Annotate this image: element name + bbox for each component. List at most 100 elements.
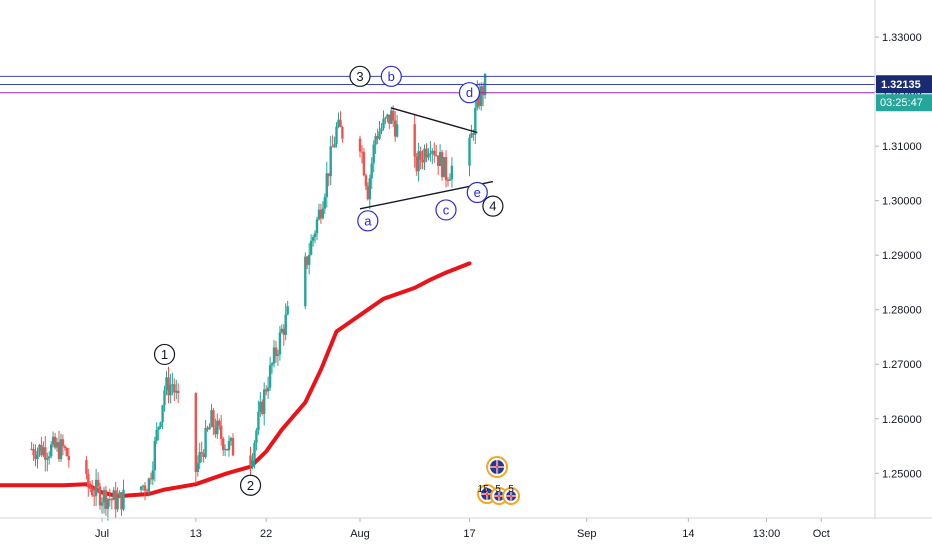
candle-body [38,444,41,451]
candle-body [55,442,59,448]
candle-body [440,152,444,178]
candle-body [427,154,430,158]
trendline [391,107,478,134]
candle-body [429,152,432,155]
candle-body [165,377,168,391]
price-label: 1.32135 [881,79,921,91]
candle-body [286,306,289,315]
candle-body [96,479,100,487]
candle-body [388,114,391,124]
wave-label-text: b [388,69,395,84]
x-tick-label: Sep [577,528,597,540]
candle-body [44,447,47,460]
candle-body [266,387,270,392]
candle-body [200,452,203,454]
candle-body [319,209,323,219]
candle-body [358,138,362,152]
wave-label-circle [349,65,371,87]
wave-label-d: d [458,82,481,104]
wave-label-circle [458,82,481,104]
candle-body [157,427,160,430]
wave-label-circle [466,181,488,204]
price-label-box [876,75,932,94]
candle-body [51,436,55,445]
candle-body [67,456,70,461]
candle-body [364,175,368,187]
candle-body [149,478,153,480]
candle-body [212,410,215,428]
candle-body [63,446,67,448]
candle-body [446,180,450,182]
candle-body [251,459,254,466]
candle-body [143,485,147,491]
x-tick-label: 13:00 [753,528,781,540]
wave-label-circle [482,195,504,217]
wave-label-c: c [435,199,457,221]
candle-body [114,490,117,510]
candle-body [196,463,199,472]
y-tick-label: 1.28000 [882,305,922,317]
candle-body [34,455,37,460]
wave-label-b: b [380,65,402,87]
candle-body [59,439,63,459]
candle-body [210,410,213,427]
candle-body [386,114,389,118]
candle-body [198,452,201,463]
candle-body [470,133,473,138]
candle-body [417,151,420,172]
candle-body [284,314,287,335]
candle-body [194,393,197,472]
candle-body [61,439,65,447]
candle-body [337,119,340,127]
candle-body [145,490,149,492]
y-tick-label: 1.27000 [882,359,922,371]
candle-body [65,448,68,456]
candle-body [171,384,174,386]
candle-body [155,429,158,441]
candle-body [225,449,229,451]
wave-label-circle [239,474,262,496]
candle-body [433,150,436,156]
candle-body [42,447,45,456]
candle-body [392,110,395,121]
candle-body [147,478,151,492]
candle-body [159,422,162,427]
candle-body [376,136,379,139]
candle-body [223,449,227,451]
candle-body [231,438,235,456]
candle-body [384,117,387,119]
candle-body [57,442,61,460]
candle-body [89,486,92,489]
candle-body [329,146,332,177]
wave-label-1: 1 [153,343,176,366]
wave-label-4: 4 [482,195,504,217]
y-tick-label: 1.29000 [882,250,922,262]
wave-label-text: e [474,185,481,200]
candle-body [216,420,219,435]
candle-body [85,460,88,475]
x-tick-label: Aug [350,528,370,540]
candle-body [276,354,280,356]
wave-label-text: c [443,202,450,217]
y-tick-label: 1.31000 [882,141,922,153]
candle-body [151,470,154,480]
x-tick-label: 17 [463,528,475,540]
candle-body [46,458,49,460]
wave-label-circle [435,199,457,221]
candle-body [249,455,252,466]
candle-body [87,474,90,487]
candle-body [120,492,123,510]
candle-body [438,152,442,166]
candle-body [141,485,145,487]
y-tick-label: 1.30000 [882,196,922,208]
wave-label-circle [380,65,402,87]
candle-body [167,377,170,396]
event-badges[interactable]: 15 5 5 [477,456,521,505]
event-badge-3 [502,487,521,505]
candle-body [280,328,283,333]
x-tick-label: Oct [813,528,830,540]
candle-body [480,86,483,106]
